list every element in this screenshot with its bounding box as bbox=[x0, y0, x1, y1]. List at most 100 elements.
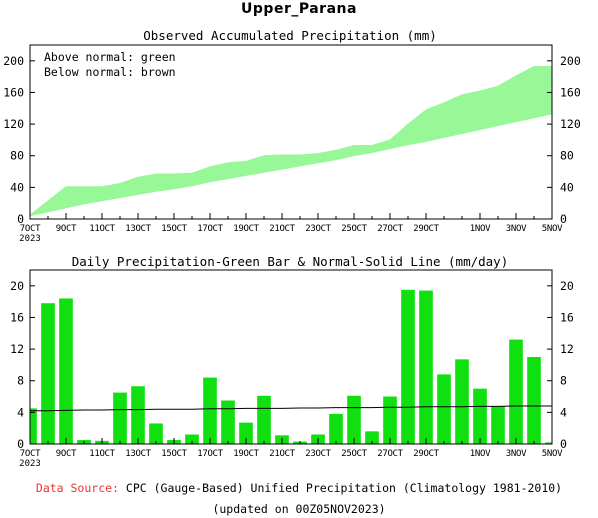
y-tick-label-left: 4 bbox=[17, 405, 24, 419]
daily-precip-bar bbox=[257, 395, 271, 444]
x-tick-label: 7OCT bbox=[20, 449, 41, 459]
daily-precip-bar bbox=[41, 303, 55, 444]
x-tick-label: 3NOV bbox=[506, 224, 527, 234]
above-normal-area bbox=[498, 75, 516, 126]
x-tick-label: 23OCT bbox=[305, 224, 331, 234]
y-tick-label-right: 0 bbox=[560, 212, 567, 226]
y-tick-label-right: 20 bbox=[560, 279, 574, 293]
x-tick-label: 29OCT bbox=[413, 449, 439, 459]
x-tick-label: 13OCT bbox=[125, 224, 151, 234]
x-tick-label: 23OCT bbox=[305, 449, 331, 459]
y-tick-label-left: 80 bbox=[10, 149, 24, 163]
x-tick-label: 19OCT bbox=[233, 449, 259, 459]
daily-precip-bar bbox=[113, 392, 127, 444]
above-normal-area bbox=[408, 109, 426, 145]
x-tick-label: 5NOV bbox=[542, 224, 563, 234]
above-normal-area bbox=[426, 102, 444, 142]
normal-accumulated-line bbox=[29, 113, 553, 217]
above-normal-area bbox=[48, 186, 66, 212]
y-tick-label-right: 12 bbox=[560, 342, 574, 356]
x-tick-label: 25OCT bbox=[341, 449, 367, 459]
x-tick-label: 11OCT bbox=[89, 449, 115, 459]
x-tick-label: 27OCT bbox=[377, 449, 403, 459]
x-tick-label: 9OCT bbox=[56, 224, 77, 234]
daily-plot-frame bbox=[29, 269, 553, 445]
above-normal-area bbox=[282, 154, 300, 170]
x-tick-year-label: 2023 bbox=[19, 234, 41, 244]
y-tick-label-left: 12 bbox=[10, 342, 24, 356]
x-tick-label: 29OCT bbox=[413, 224, 439, 234]
y-tick-label-right: 4 bbox=[560, 405, 567, 419]
above-normal-area bbox=[390, 124, 408, 149]
above-normal-area bbox=[516, 66, 534, 122]
y-tick-label-right: 8 bbox=[560, 374, 567, 388]
above-normal-area bbox=[210, 162, 228, 182]
x-tick-label: 17OCT bbox=[197, 449, 223, 459]
daily-precip-bar bbox=[437, 374, 451, 444]
daily-precip-bar bbox=[185, 434, 199, 444]
above-normal-area bbox=[84, 186, 102, 204]
y-tick-label-left: 160 bbox=[3, 85, 24, 99]
y-tick-label-right: 160 bbox=[560, 85, 581, 99]
x-tick-label: 11OCT bbox=[89, 224, 115, 234]
x-tick-label: 1NOV bbox=[470, 449, 491, 459]
above-normal-area bbox=[102, 183, 120, 201]
accumulated-annotation-below: Below normal: brown bbox=[44, 65, 176, 79]
x-tick-label: 5NOV bbox=[542, 449, 563, 459]
above-normal-area bbox=[318, 150, 336, 163]
x-tick-label: 15OCT bbox=[161, 224, 187, 234]
daily-precip-bar bbox=[509, 339, 523, 444]
accumulated-annotation-above: Above normal: green bbox=[44, 50, 176, 64]
daily-precip-bar bbox=[131, 386, 145, 444]
above-normal-area bbox=[534, 66, 552, 118]
above-normal-area bbox=[228, 161, 246, 179]
above-normal-area bbox=[246, 155, 264, 176]
y-tick-label-right: 80 bbox=[560, 149, 574, 163]
daily-precip-bar bbox=[329, 413, 343, 444]
y-tick-label-left: 16 bbox=[10, 310, 24, 324]
observed-accumulated-line bbox=[29, 66, 552, 216]
x-tick-label: 21OCT bbox=[269, 224, 295, 234]
above-normal-area bbox=[444, 94, 462, 138]
x-tick-label: 15OCT bbox=[161, 449, 187, 459]
daily-precip-bar bbox=[149, 423, 163, 444]
y-tick-label-right: 40 bbox=[560, 180, 574, 194]
above-normal-area bbox=[300, 153, 318, 166]
daily-precip-bar bbox=[527, 357, 541, 444]
y-tick-label-right: 0 bbox=[560, 437, 567, 451]
y-tick-label-left: 200 bbox=[3, 54, 24, 68]
daily-precip-bar bbox=[221, 400, 235, 444]
y-tick-label-right: 200 bbox=[560, 54, 581, 68]
daily-precip-bar bbox=[365, 431, 379, 444]
above-normal-area bbox=[480, 86, 498, 130]
accumulated-chart-title: Observed Accumulated Precipitation (mm) bbox=[143, 28, 437, 43]
x-tick-year-label: 2023 bbox=[19, 459, 41, 469]
y-tick-label-left: 0 bbox=[17, 437, 24, 451]
above-normal-area bbox=[336, 145, 354, 160]
x-tick-label: 13OCT bbox=[125, 449, 151, 459]
above-normal-area bbox=[156, 173, 174, 192]
daily-precip-bar bbox=[203, 377, 217, 444]
daily-precip-bar bbox=[473, 388, 487, 444]
y-tick-label-left: 20 bbox=[10, 279, 24, 293]
page-title: Upper_Parana bbox=[241, 1, 357, 17]
x-tick-label: 9OCT bbox=[56, 449, 77, 459]
daily-precip-bar bbox=[30, 408, 37, 444]
footer-source-text: CPC (Gauge-Based) Unified Precipitation … bbox=[125, 481, 563, 495]
daily-precip-bar bbox=[383, 396, 397, 444]
y-tick-label-left: 40 bbox=[10, 180, 24, 194]
y-tick-label-left: 0 bbox=[17, 212, 24, 226]
daily-precip-bar bbox=[401, 289, 415, 444]
daily-precip-bar bbox=[419, 290, 433, 444]
accumulated-plot-frame bbox=[29, 44, 553, 220]
daily-precip-bar bbox=[545, 442, 552, 444]
footer-updated: (updated on 00Z05NOV2023) bbox=[212, 502, 386, 516]
daily-precip-bar bbox=[347, 395, 361, 444]
footer-source: Data Source: CPC (Gauge-Based) Unified P… bbox=[0, 481, 598, 495]
daily-chart-title: Daily Precipitation-Green Bar & Normal-S… bbox=[72, 254, 509, 269]
daily-precip-bar bbox=[455, 359, 469, 444]
daily-precip-bar bbox=[491, 406, 505, 444]
